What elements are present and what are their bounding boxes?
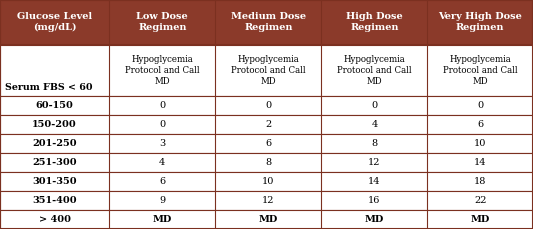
Text: 22: 22 [474, 196, 487, 205]
Text: 6: 6 [159, 177, 165, 186]
Bar [0, 115, 533, 134]
Text: 0: 0 [159, 120, 165, 129]
Text: 6: 6 [265, 139, 271, 148]
Text: 16: 16 [368, 196, 381, 205]
Text: Hypoglycemia
Protocol and Call
MD: Hypoglycemia Protocol and Call MD [125, 55, 200, 86]
Text: > 400: > 400 [38, 215, 71, 224]
Text: Glucose Level
(mg/dL): Glucose Level (mg/dL) [17, 12, 92, 33]
Text: 4: 4 [159, 158, 165, 167]
Text: 150-200: 150-200 [33, 120, 77, 129]
Bar [0, 153, 533, 172]
Text: High Dose
Regimen: High Dose Regimen [346, 12, 403, 32]
Text: Hypoglycemia
Protocol and Call
MD: Hypoglycemia Protocol and Call MD [337, 55, 412, 86]
Bar [0, 0, 533, 45]
Text: MD: MD [365, 215, 384, 224]
Text: 0: 0 [159, 101, 165, 110]
Text: MD: MD [259, 215, 278, 224]
Text: 10: 10 [474, 139, 487, 148]
Text: 14: 14 [474, 158, 487, 167]
Text: 251-300: 251-300 [33, 158, 77, 167]
Text: 2: 2 [265, 120, 271, 129]
Text: Very High Dose
Regimen: Very High Dose Regimen [438, 12, 522, 32]
Text: Hypoglycemia
Protocol and Call
MD: Hypoglycemia Protocol and Call MD [231, 55, 306, 86]
Text: 9: 9 [159, 196, 165, 205]
Text: 12: 12 [262, 196, 274, 205]
Text: 3: 3 [159, 139, 165, 148]
Text: Low Dose
Regimen: Low Dose Regimen [136, 12, 188, 32]
Text: 60-150: 60-150 [36, 101, 74, 110]
Text: 8: 8 [372, 139, 377, 148]
Text: 4: 4 [372, 120, 377, 129]
Text: MD: MD [152, 215, 172, 224]
Text: 10: 10 [262, 177, 274, 186]
Bar [0, 45, 533, 96]
Bar [0, 191, 533, 210]
Text: 6: 6 [477, 120, 483, 129]
Text: 351-400: 351-400 [33, 196, 77, 205]
Text: 201-250: 201-250 [33, 139, 77, 148]
Bar [0, 134, 533, 153]
Text: 301-350: 301-350 [33, 177, 77, 186]
Text: 18: 18 [474, 177, 487, 186]
Text: Medium Dose
Regimen: Medium Dose Regimen [231, 12, 306, 32]
Text: 0: 0 [265, 101, 271, 110]
Bar [0, 96, 533, 115]
Text: 8: 8 [265, 158, 271, 167]
Text: 12: 12 [368, 158, 381, 167]
Text: Serum FBS < 60: Serum FBS < 60 [5, 83, 93, 92]
Text: MD: MD [471, 215, 490, 224]
Text: Hypoglycemia
Protocol and Call
MD: Hypoglycemia Protocol and Call MD [443, 55, 518, 86]
Text: 0: 0 [372, 101, 377, 110]
Text: 14: 14 [368, 177, 381, 186]
Text: 0: 0 [477, 101, 483, 110]
Bar [0, 210, 533, 229]
Bar [0, 172, 533, 191]
